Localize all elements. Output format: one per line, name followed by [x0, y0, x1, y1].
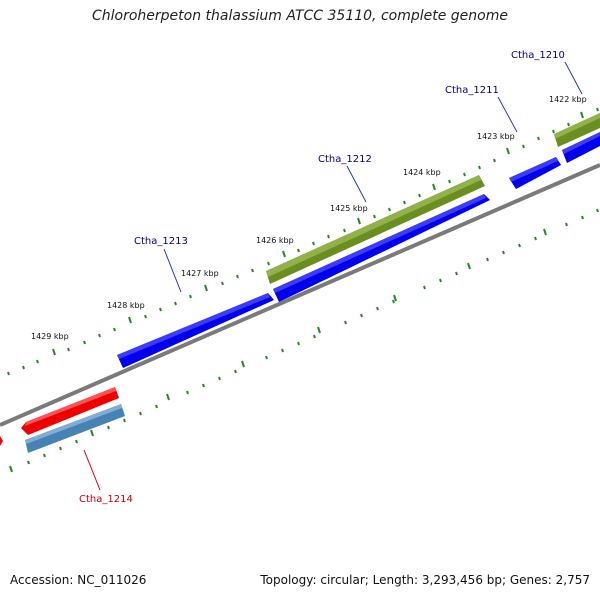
kbp-label-1422: 1422 kbp: [549, 95, 587, 104]
kbp-label-1425: 1425 kbp: [330, 204, 368, 213]
gene-leader-ctha-1214: [83, 449, 101, 491]
gene-feature-ctha-1211[interactable]: [509, 157, 561, 189]
accession-text: Accession: NC_011026: [10, 573, 147, 587]
gene-feature-edge-red[interactable]: [0, 436, 3, 446]
kbp-label-1423: 1423 kbp: [477, 132, 515, 141]
gene-feature-ctha-1213[interactable]: [117, 293, 274, 368]
gene-label-ctha-1212[interactable]: Ctha_1212: [318, 154, 372, 165]
gene-feature-ctha-1210-green[interactable]: [554, 113, 600, 147]
gene-feature-ctha-1214-steel[interactable]: [25, 404, 125, 453]
gene-label-ctha-1213[interactable]: Ctha_1213: [134, 236, 188, 247]
kbp-label-1424: 1424 kbp: [403, 168, 441, 177]
gene-label-ctha-1214[interactable]: Ctha_1214: [79, 494, 133, 505]
gene-feature-ctha-1210-blue[interactable]: [562, 132, 600, 163]
gene-feature-ctha-1212-blue[interactable]: [273, 194, 490, 302]
gene-feature-ctha-1214-red[interactable]: [21, 387, 119, 435]
outer-tick-row: [7, 107, 599, 376]
kbp-label-1429: 1429 kbp: [31, 332, 69, 341]
map-title: Chloroherpeton thalassium ATCC 35110, co…: [92, 8, 508, 24]
gene-label-ctha-1211[interactable]: Ctha_1211: [445, 85, 499, 96]
genome-summary-text: Topology: circular; Length: 3,293,456 bp…: [260, 573, 590, 587]
kbp-label-1427: 1427 kbp: [181, 269, 219, 278]
gene-label-ctha-1210[interactable]: Ctha_1210: [511, 50, 565, 61]
kbp-label-1428: 1428 kbp: [107, 301, 145, 310]
gene-leader-lines: [163, 61, 583, 293]
genome-backbone: [0, 163, 600, 427]
gene-feature-ctha-1212-green[interactable]: [266, 175, 485, 284]
kbp-label-1426: 1426 kbp: [256, 236, 294, 245]
inner-tick-row: [9, 208, 599, 473]
